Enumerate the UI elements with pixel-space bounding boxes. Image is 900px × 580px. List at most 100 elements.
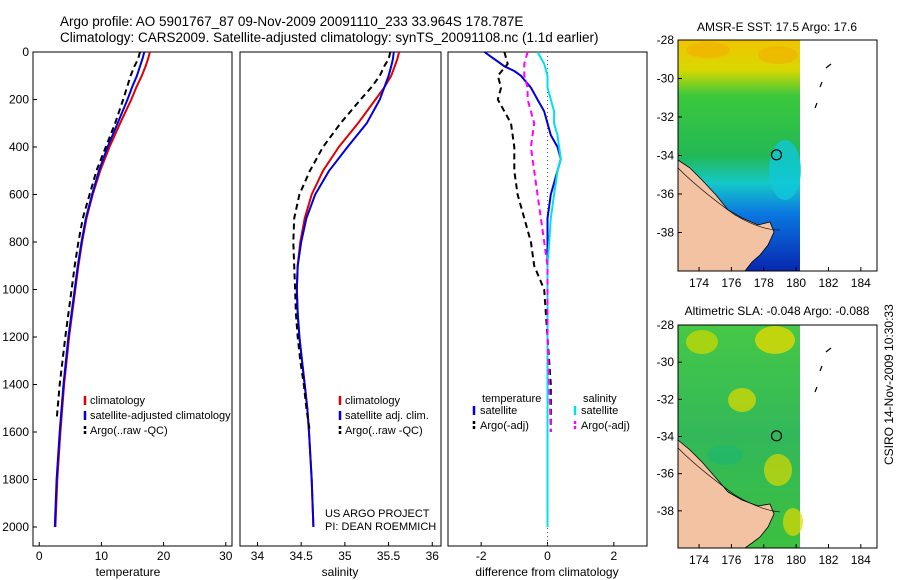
legend-temp-satellite: satellite — [480, 405, 517, 417]
x-tick-label: 20 — [157, 549, 171, 563]
legend-argo: Argo(..raw -QC) — [90, 425, 168, 437]
map-y-tick-label: -36 — [657, 187, 675, 201]
series-line-climatology — [295, 51, 401, 528]
legend-climatology: climatology — [90, 395, 146, 407]
x-tick-label: 36 — [426, 549, 440, 563]
map-x-tick-label: 180 — [786, 553, 806, 567]
sst-argo-marker — [770, 149, 783, 161]
salinity-legend: climatology satellite adj. clim. Argo(..… — [338, 395, 429, 437]
map-y-tick-label: -32 — [657, 110, 675, 124]
y-tick-label: 1800 — [2, 473, 29, 487]
temperature-panel: 0 10 20 30 0 200 400 600 800 1000 1200 1400 1600 1800… — [2, 45, 232, 579]
legend-satellite: satellite-adjusted climatology — [90, 410, 231, 422]
legend-temp-argo: Argo(-adj) — [480, 420, 529, 432]
legend-sal-argo: Argo(-adj) — [581, 420, 630, 432]
sla-high-patch — [764, 454, 792, 486]
series-line-temperature-satellite — [483, 51, 562, 527]
x-tick-label: 35 — [338, 549, 352, 563]
x-tick-label: 0 — [544, 549, 551, 563]
legend-sal-satellite: satellite — [581, 405, 618, 417]
map-x-tick-label: 180 — [786, 276, 806, 290]
y-tick-label: 600 — [9, 188, 29, 202]
temperature-axes — [32, 51, 233, 547]
map-y-tick-label: -34 — [657, 149, 675, 163]
map-y-tick-label: -30 — [657, 72, 675, 86]
sst-bathymetry-contour — [677, 167, 781, 231]
map-x-tick-label: 176 — [721, 553, 741, 567]
y-tick-label: 200 — [9, 93, 29, 107]
sla-high-patch — [783, 508, 803, 536]
y-tick-label: 400 — [9, 140, 29, 154]
map-y-tick-label: -38 — [657, 226, 675, 240]
y-tick-label: 0 — [22, 45, 29, 59]
y-tick-label: 1200 — [2, 330, 29, 344]
sla-bathymetry-contour — [677, 447, 781, 513]
salinity-panel: 34 34.5 35 35.5 36 salinity climatology sate… — [239, 51, 442, 579]
x-tick-label: 2 — [610, 549, 617, 563]
series-line-climatology — [54, 51, 151, 528]
sst-warm-patch — [686, 42, 730, 58]
y-tick-label: 2000 — [2, 520, 29, 534]
map-y-tick-label: -34 — [657, 430, 675, 444]
x-tick-label: 34.5 — [289, 549, 313, 563]
sst-islands — [814, 63, 832, 109]
y-tick-label: 800 — [9, 235, 29, 249]
sla-high-patch — [686, 330, 718, 354]
map-x-tick-label: 178 — [754, 553, 774, 567]
series-line-temperature-argo-adj — [496, 51, 552, 432]
map-x-tick-label: 174 — [689, 553, 709, 567]
sst-warm-patch — [758, 46, 798, 64]
map-y-tick-label: -36 — [657, 467, 675, 481]
sla-islands — [814, 347, 832, 393]
sst-map-panel: AMSR-E SST: 17.5 Argo: 17.6 174 176 178 180… — [657, 20, 878, 290]
series-line-argo-raw-qc — [292, 51, 392, 433]
x-tick-label: 0 — [36, 549, 43, 563]
sla-map-title: Altimetric SLA: -0.048 Argo: -0.088 — [685, 304, 870, 318]
y-tick-label: 1000 — [2, 283, 29, 297]
sst-map-title: AMSR-E SST: 17.5 Argo: 17.6 — [697, 20, 857, 34]
map-x-tick-label: 184 — [851, 553, 871, 567]
temperature-legend: climatology satellite-adjusted climatolo… — [83, 395, 231, 437]
legend-temperature-title: temperature — [482, 393, 541, 405]
x-tick-label: 34 — [251, 549, 265, 563]
sla-low-patch — [707, 445, 743, 465]
x-tick-label: 10 — [95, 549, 109, 563]
map-y-tick-label: -30 — [657, 355, 675, 369]
y-tick-label: 1600 — [2, 425, 29, 439]
y-tick-label: 1400 — [2, 378, 29, 392]
difference-legend: temperature satellite Argo(-adj) salinit… — [472, 393, 630, 432]
map-y-tick-label: -28 — [657, 33, 675, 47]
credit-line-2: PI: DEAN ROEMMICH — [325, 521, 436, 533]
sst-cool-patch — [769, 140, 801, 200]
x-tick-label: -2 — [476, 549, 487, 563]
map-x-tick-label: 178 — [754, 276, 774, 290]
sla-map-panel: Altimetric SLA: -0.048 Argo: -0.088 174 1… — [657, 304, 878, 567]
map-x-tick-label: 174 — [689, 276, 709, 290]
sla-high-patch — [728, 388, 756, 412]
sla-land — [677, 439, 775, 549]
salinity-axes — [239, 51, 442, 547]
legend-argo: Argo(..raw -QC) — [345, 425, 423, 437]
x-tick-label: 35.5 — [377, 549, 401, 563]
legend-salinity-title: salinity — [583, 393, 617, 405]
sst-land — [677, 159, 775, 272]
map-x-tick-label: 182 — [818, 276, 838, 290]
temperature-xlabel: temperature — [96, 565, 161, 579]
map-y-tick-label: -38 — [657, 504, 675, 518]
legend-climatology: climatology — [345, 395, 401, 407]
legend-satellite: satellite adj. clim. — [345, 410, 429, 422]
credit-line-1: US ARGO PROJECT — [325, 508, 430, 520]
series-line-argo-raw-qc — [55, 51, 141, 421]
series-line-satellite-adjusted-climatology — [53, 51, 146, 528]
sla-high-patch — [755, 326, 795, 354]
header-line-2: Climatology: CARS2009. Satellite-adjuste… — [60, 30, 599, 45]
map-y-tick-label: -32 — [657, 392, 675, 406]
salinity-xlabel: salinity — [322, 565, 359, 579]
map-x-tick-label: 176 — [721, 276, 741, 290]
side-timestamp: CSIRO 14-Nov-2009 10:30:33 — [882, 304, 896, 465]
series-line-salinity-satellite — [536, 51, 562, 527]
map-x-tick-label: 182 — [818, 553, 838, 567]
series-line-satellite-adj-clim — [295, 51, 395, 528]
map-y-tick-label: -28 — [657, 318, 675, 332]
